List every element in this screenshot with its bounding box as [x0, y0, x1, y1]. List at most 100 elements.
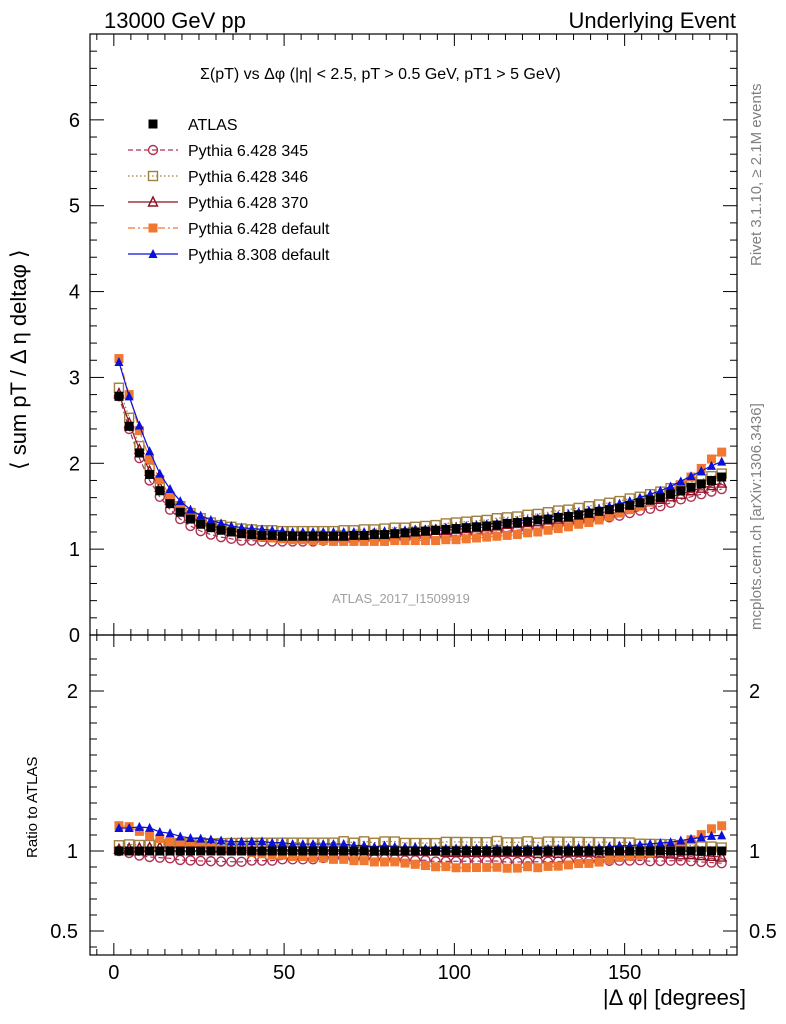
point-pythia-6-428-default: [512, 530, 522, 540]
ratio-point-pythia-6-428-345: [685, 856, 697, 867]
ratio-point-atlas: [553, 846, 563, 856]
ratio-point-pythia-8-308-default: [237, 836, 247, 846]
ratio-point-pythia-8-308-default: [696, 832, 706, 842]
ratio-point-atlas: [635, 846, 645, 856]
ratio-point-atlas: [216, 846, 226, 856]
ratio-point-pythia-6-428-345: [226, 856, 237, 867]
y-axis-label-main: ⟨ sum pT / Δ η deltaφ ⟩: [6, 249, 31, 470]
y-tick-label-ratio-right: 1: [749, 841, 760, 863]
point-pythia-6-428-default: [175, 502, 185, 512]
ratio-point-atlas: [359, 846, 369, 856]
ratio-point-atlas: [308, 846, 318, 856]
main-panel: 0 1 2 3 4 5 6: [69, 33, 738, 955]
point-pythia-8-308-default: [134, 420, 144, 430]
ratio-point-pythia-6-428-default: [339, 854, 349, 864]
point-pythia-6-428-345: [696, 488, 707, 500]
point-atlas: [686, 482, 696, 492]
ratio-point-atlas: [288, 846, 298, 856]
point-atlas: [298, 531, 308, 541]
y-tick-label-ratio: 0.5: [50, 921, 78, 943]
point-pythia-8-308-default: [155, 468, 165, 478]
point-pythia-6-428-default: [594, 515, 604, 525]
ratio-point-pythia-8-308-default: [226, 836, 236, 846]
y-tick-label-ratio-right: 2: [749, 681, 760, 703]
point-pythia-6-428-345: [706, 486, 717, 497]
point-pythia-6-428-default: [492, 531, 502, 541]
ratio-point-atlas: [420, 846, 430, 856]
point-atlas: [196, 519, 206, 529]
point-atlas: [471, 522, 481, 532]
ratio-point-pythia-6-428-default: [308, 853, 318, 863]
ratio-point-atlas: [400, 846, 410, 856]
ratio-point-atlas: [451, 846, 461, 856]
point-atlas: [523, 517, 533, 527]
legend-marker-pythia-6-428-346: [147, 170, 159, 182]
point-pythia-6-428-default: [369, 536, 379, 546]
point-atlas: [420, 526, 430, 536]
ratio-point-pythia-6-428-default: [502, 863, 512, 873]
point-pythia-6-428-default: [471, 533, 481, 543]
ratio-point-atlas: [686, 846, 696, 856]
ratio-point-pythia-6-428-default: [553, 861, 563, 871]
ratio-point-atlas: [563, 846, 573, 856]
ratio-point-atlas: [226, 846, 236, 856]
point-pythia-6-428-default: [461, 534, 471, 544]
point-pythia-6-428-default: [451, 535, 461, 545]
ratio-point-pythia-8-308-default: [216, 835, 226, 845]
y-tick-label-main: 1: [69, 539, 80, 561]
ratio-point-atlas: [247, 846, 257, 856]
chart-title: Σ(pT) vs Δφ (|η| < 2.5, pT > 0.5 GeV, pT…: [200, 66, 561, 83]
point-atlas: [369, 530, 379, 540]
point-atlas: [288, 531, 298, 541]
legend-label-pythia-6-428-370: Pythia 6.428 370: [188, 195, 308, 212]
ratio-point-pythia-6-428-default: [512, 863, 522, 873]
ratio-point-atlas: [237, 846, 247, 856]
point-atlas: [625, 500, 635, 510]
ratio-point-atlas: [625, 846, 635, 856]
ratio-point-atlas: [717, 846, 727, 856]
point-pythia-6-428-default: [563, 522, 573, 532]
point-pythia-6-428-default: [584, 518, 594, 528]
ratio-point-pythia-6-428-default: [134, 826, 144, 836]
ratio-point-pythia-6-428-345: [236, 856, 247, 868]
legend-label-pythia-6-428-default: Pythia 6.428 default: [188, 221, 330, 238]
point-pythia-6-428-default: [717, 447, 727, 457]
point-atlas: [512, 518, 522, 528]
ratio-point-atlas: [114, 846, 124, 856]
ratio-point-pythia-6-428-default: [471, 863, 481, 873]
point-pythia-6-428-default: [420, 536, 430, 546]
ratio-point-atlas: [461, 846, 471, 856]
point-atlas: [584, 508, 594, 518]
ratio-point-pythia-6-428-default: [288, 852, 298, 862]
ratio-point-pythia-6-428-default: [431, 862, 441, 872]
point-atlas: [461, 523, 471, 533]
ratio-point-atlas: [543, 846, 553, 856]
ratio-point-atlas: [175, 846, 185, 856]
point-pythia-8-308-default: [216, 518, 226, 528]
ratio-point-pythia-8-308-default: [155, 826, 165, 836]
point-atlas: [635, 498, 645, 508]
ratio-point-pythia-8-308-default: [196, 833, 206, 843]
ratio-point-atlas: [257, 846, 267, 856]
ratio-point-pythia-6-428-default: [145, 831, 155, 841]
ratio-point-atlas: [155, 846, 165, 856]
ratio-point-pythia-8-308-default: [206, 834, 216, 844]
ratio-point-pythia-8-308-default: [185, 832, 195, 842]
ratio-point-pythia-6-428-345: [716, 857, 727, 869]
point-atlas: [134, 448, 144, 458]
point-pythia-6-428-default: [145, 454, 155, 464]
point-pythia-8-308-default: [145, 446, 155, 456]
ratio-point-pythia-8-308-default: [145, 822, 155, 832]
ratio-point-pythia-6-428-default: [543, 861, 553, 871]
point-pythia-8-308-default: [114, 356, 124, 366]
ratio-point-pythia-8-308-default: [339, 839, 349, 849]
ratio-point-atlas: [390, 846, 400, 856]
point-atlas: [645, 495, 655, 505]
ratio-point-atlas: [410, 846, 420, 856]
point-atlas: [533, 515, 543, 525]
legend-marker-pythia-6-428-370: [147, 195, 159, 207]
ratio-point-pythia-8-308-default: [706, 830, 716, 840]
ratio-point-atlas: [134, 846, 144, 856]
point-atlas: [185, 514, 195, 524]
